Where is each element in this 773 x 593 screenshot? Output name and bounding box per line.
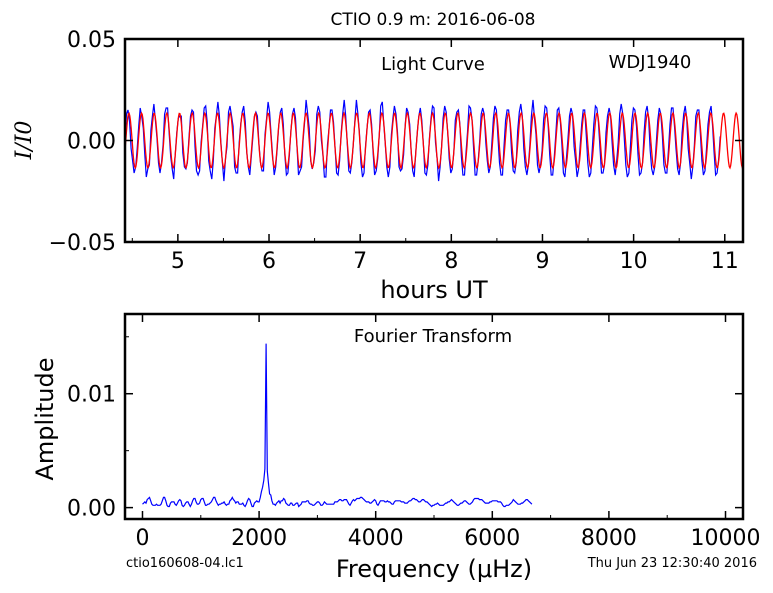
data-filename: ctio160608-04.lc1 — [126, 556, 244, 571]
figure-title: CTIO 0.9 m: 2016-06-08 — [331, 10, 536, 30]
fourier-annotation: Fourier Transform — [354, 326, 512, 347]
fourier-xtick-label: 6000 — [464, 526, 520, 551]
generated-timestamp: Thu Jun 23 12:30:40 2016 — [587, 556, 757, 571]
fourier-xtick-label: 10000 — [691, 526, 761, 551]
fourier-xtick-label: 0 — [135, 526, 149, 551]
light-curve-xtick-label: 7 — [353, 249, 367, 274]
fourier-amplitude-series — [142, 343, 533, 508]
fourier-xtick-label: 8000 — [581, 526, 637, 551]
light-curve-model-series — [125, 111, 743, 170]
fourier-ytick-label: 0.01 — [67, 383, 116, 408]
fourier-xtick-label: 4000 — [348, 526, 404, 551]
light-curve-xtick-label: 8 — [444, 249, 458, 274]
fourier-ytick-label: 0.00 — [67, 497, 116, 522]
light-curve-xtick-label: 5 — [171, 249, 185, 274]
light-curve-xtick-label: 9 — [535, 249, 549, 274]
light-curve-plot-area — [125, 99, 743, 182]
light-curve-xtick-label: 11 — [711, 249, 739, 274]
light-curve-ytick-label: 0.05 — [67, 28, 116, 53]
fourier-xlabel: Frequency (μHz) — [336, 555, 532, 583]
light-curve-axes-frame — [123, 37, 745, 244]
light-curve-ytick-label: 0.00 — [67, 130, 116, 155]
fourier-ticks: 0 2000 4000 6000 8000 10000 0.00 0.01 — [67, 314, 761, 551]
light-curve-xtick-label: 10 — [620, 249, 648, 274]
light-curve-panel: 5 6 7 8 9 10 11 −0.05 0.00 0.05 Light Curve WDJ19… — [12, 28, 745, 304]
fourier-ylabel: Amplitude — [31, 358, 59, 481]
fourier-axes-frame — [123, 312, 745, 521]
light-curve-ticks: 5 6 7 8 9 10 11 −0.05 0.00 0.05 — [49, 28, 743, 274]
light-curve-xtick-label: 6 — [262, 249, 276, 274]
light-curve-annotation: Light Curve — [381, 54, 485, 75]
object-name-annotation: WDJ1940 — [609, 52, 692, 73]
fourier-xtick-label: 2000 — [231, 526, 287, 551]
fourier-plot-area — [142, 343, 533, 508]
light-curve-ylabel: I/I0 — [12, 121, 37, 161]
light-curve-ytick-label: −0.05 — [49, 231, 116, 256]
light-curve-xlabel: hours UT — [380, 276, 488, 304]
fourier-panel: 0 2000 4000 6000 8000 10000 0.00 0.01 Fourier T… — [31, 312, 761, 583]
